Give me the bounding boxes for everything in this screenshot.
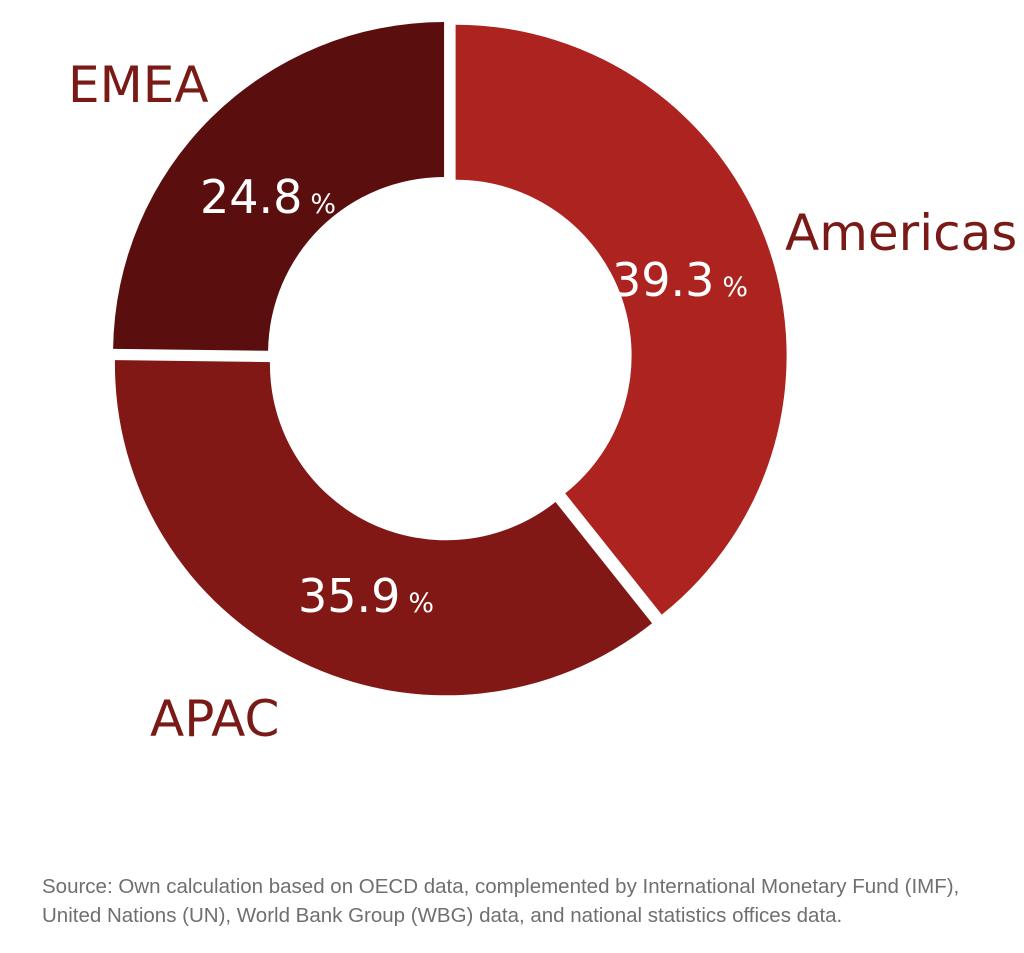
value-label-apac: 35.9% — [298, 569, 434, 623]
slices-layer — [113, 22, 787, 696]
region-label-emea: EMEA — [68, 56, 209, 114]
slice-americas — [455, 24, 787, 615]
region-label-americas: Americas — [785, 204, 1017, 262]
value-label-emea: 24.8% — [200, 170, 336, 224]
donut-chart: EMEA Americas APAC 24.8% 39.3% 35.9% — [68, 22, 1017, 748]
slice-apac — [114, 360, 653, 696]
source-note: Source: Own calculation based on OECD da… — [42, 875, 960, 927]
value-label-americas: 39.3% — [612, 253, 748, 307]
slice-emea — [113, 22, 445, 351]
region-label-apac: APAC — [150, 690, 279, 748]
